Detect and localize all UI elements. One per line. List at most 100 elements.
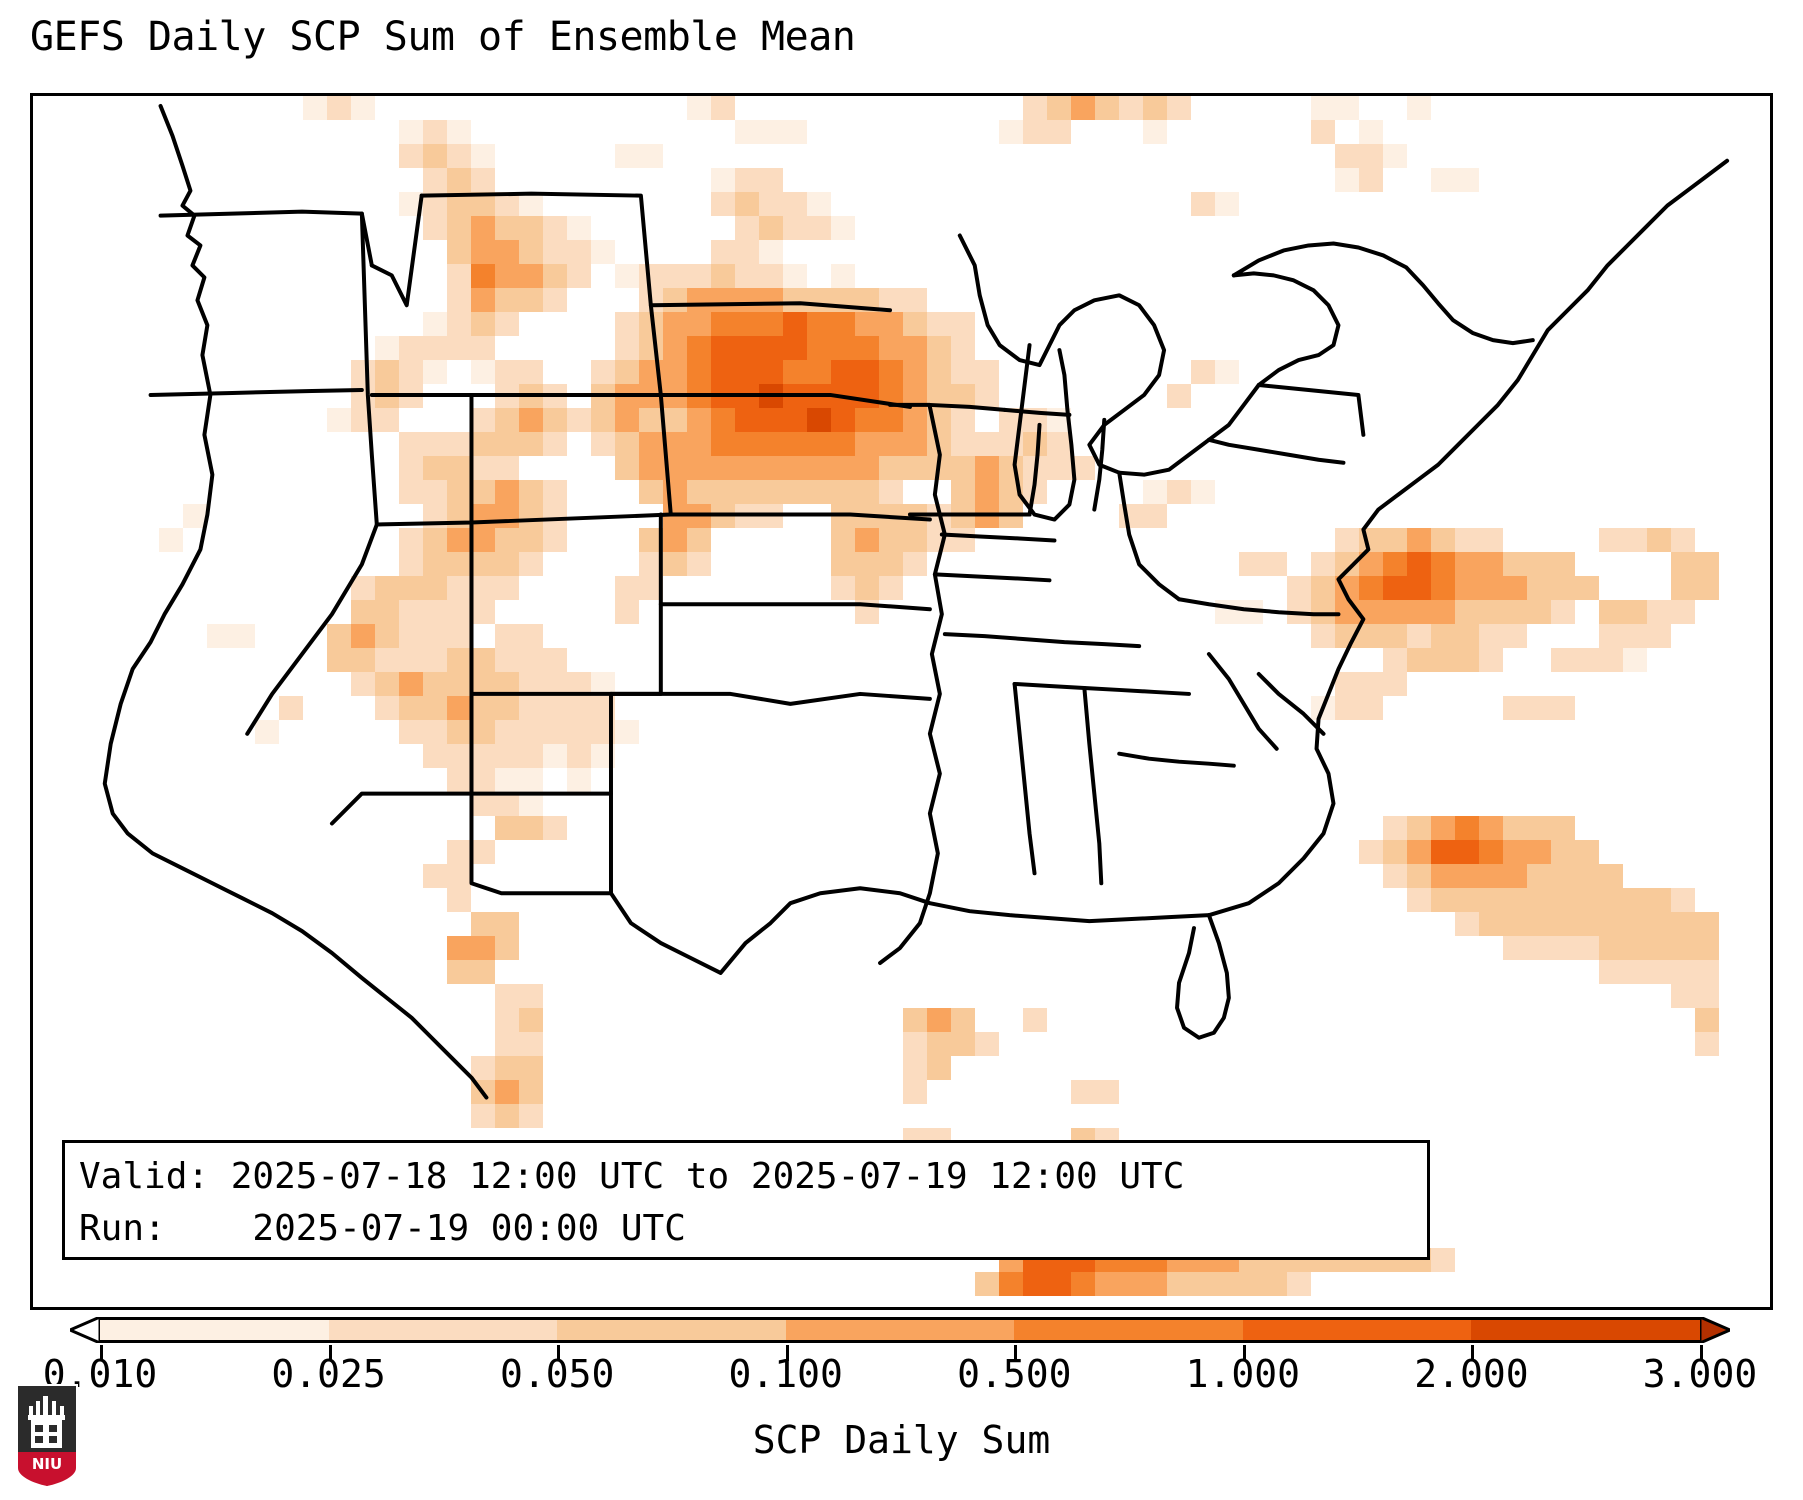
heatmap-cell	[1191, 192, 1215, 216]
heatmap-cell	[1311, 600, 1335, 624]
heatmap-cell	[783, 264, 807, 288]
heatmap-cell	[1599, 888, 1623, 912]
heatmap-cell	[543, 720, 567, 744]
heatmap-cell	[879, 504, 903, 528]
heatmap-cell	[447, 144, 471, 168]
heatmap-cell	[999, 456, 1023, 480]
heatmap-cell	[1623, 600, 1647, 624]
heatmap-cell	[543, 744, 567, 768]
colorbar[interactable]	[0, 1313, 1803, 1353]
heatmap-cell	[879, 288, 903, 312]
heatmap-cell	[519, 552, 543, 576]
heatmap-cell	[423, 552, 447, 576]
heatmap-cell	[711, 456, 735, 480]
heatmap-cell	[447, 168, 471, 192]
heatmap-cell	[447, 624, 471, 648]
heatmap-cell	[1407, 840, 1431, 864]
heatmap-cell	[1455, 168, 1479, 192]
heatmap-cell	[831, 360, 855, 384]
heatmap-cell	[1359, 600, 1383, 624]
heatmap-cell	[471, 744, 495, 768]
heatmap-cell	[1287, 600, 1311, 624]
heatmap-cell	[543, 216, 567, 240]
heatmap-cell	[855, 528, 879, 552]
heatmap-cell	[735, 168, 759, 192]
heatmap-cell	[927, 312, 951, 336]
heatmap-cell	[1407, 576, 1431, 600]
heatmap-cell	[927, 1056, 951, 1080]
heatmap-cell	[1119, 1272, 1143, 1296]
heatmap-cell	[639, 360, 663, 384]
heatmap-cell	[543, 408, 567, 432]
colorbar-tick-1	[328, 1345, 332, 1361]
heatmap-cell	[639, 336, 663, 360]
heatmap-cell	[1671, 552, 1695, 576]
heatmap-cell	[999, 120, 1023, 144]
heatmap-cell	[1191, 1272, 1215, 1296]
heatmap-cell	[591, 672, 615, 696]
heatmap-cell	[1455, 624, 1479, 648]
colorbar-band-4	[1014, 1317, 1243, 1343]
heatmap-cell	[807, 192, 831, 216]
heatmap-cell	[1383, 864, 1407, 888]
heatmap-cell	[1095, 1080, 1119, 1104]
heatmap-cell	[351, 360, 375, 384]
heatmap-cell	[975, 1032, 999, 1056]
heatmap-cell	[1551, 648, 1575, 672]
heatmap-cell	[663, 288, 687, 312]
heatmap-cell	[807, 312, 831, 336]
heatmap-cell	[1383, 552, 1407, 576]
heatmap-cell	[567, 768, 591, 792]
heatmap-cell	[663, 264, 687, 288]
heatmap-cell	[759, 504, 783, 528]
heatmap-cell	[1383, 144, 1407, 168]
heatmap-cell	[1215, 360, 1239, 384]
heatmap-cell	[495, 288, 519, 312]
heatmap-cell	[351, 576, 375, 600]
heatmap-cell	[1647, 936, 1671, 960]
heatmap-cell	[999, 1272, 1023, 1296]
heatmap-cell	[423, 576, 447, 600]
heatmap-cell	[831, 576, 855, 600]
heatmap-cell	[1383, 624, 1407, 648]
heatmap-cell	[447, 480, 471, 504]
heatmap-cell	[1047, 432, 1071, 456]
heatmap-cell	[1287, 1272, 1311, 1296]
heatmap-cell	[423, 600, 447, 624]
heatmap-cell	[975, 1272, 999, 1296]
heatmap-cell	[639, 312, 663, 336]
heatmap-cell	[1119, 96, 1143, 120]
heatmap-cell	[663, 384, 687, 408]
heatmap-cell	[1503, 600, 1527, 624]
heatmap-cell	[687, 360, 711, 384]
heatmap-cell	[519, 1080, 543, 1104]
colorbar-tick-label-2: 0.050	[499, 1352, 615, 1396]
heatmap-cell	[1479, 648, 1503, 672]
heatmap-cell	[1671, 984, 1695, 1008]
heatmap-cell	[399, 336, 423, 360]
colorbar-band-6	[1471, 1317, 1701, 1343]
heatmap-cell	[951, 456, 975, 480]
heatmap-cell	[1047, 456, 1071, 480]
heatmap-cell	[951, 1032, 975, 1056]
heatmap-cell	[903, 1056, 927, 1080]
heatmap-cell	[639, 432, 663, 456]
heatmap-cell	[471, 168, 495, 192]
heatmap-cell	[1431, 528, 1455, 552]
heatmap-cell	[1335, 624, 1359, 648]
heatmap-cell	[759, 408, 783, 432]
niu-banner	[18, 1452, 76, 1486]
heatmap-cell	[735, 240, 759, 264]
heatmap-cell	[975, 456, 999, 480]
heatmap-cell	[495, 384, 519, 408]
heatmap-cell	[375, 336, 399, 360]
heatmap-cell	[663, 432, 687, 456]
heatmap-cell	[711, 240, 735, 264]
heatmap-cell	[663, 480, 687, 504]
heatmap-cell	[423, 696, 447, 720]
heatmap-cell	[591, 360, 615, 384]
heatmap-cell	[759, 432, 783, 456]
heatmap-cell	[1647, 960, 1671, 984]
heatmap-cell	[831, 312, 855, 336]
heatmap-cell	[687, 552, 711, 576]
